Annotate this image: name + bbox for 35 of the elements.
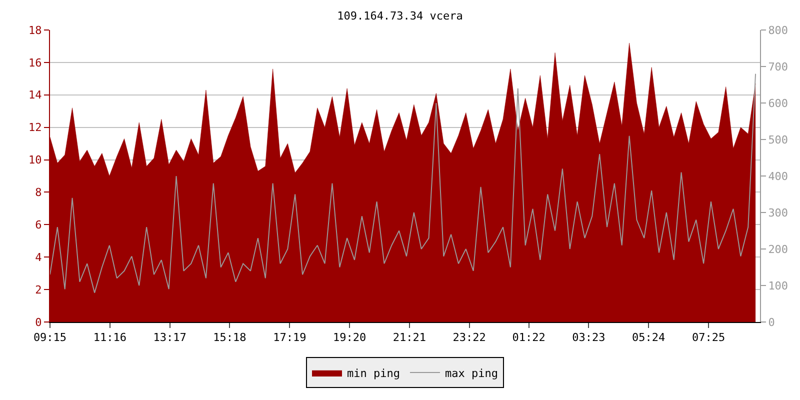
y-tick-label: 16 xyxy=(28,56,42,70)
legend-label: max ping xyxy=(444,366,498,380)
y2-tick-label: 100 xyxy=(768,279,788,292)
y2-tick-label: 600 xyxy=(768,96,788,110)
x-tick-label: 21:21 xyxy=(392,331,426,344)
x-tick-label: 17:19 xyxy=(273,331,306,344)
x-tick-label: 11:16 xyxy=(93,331,126,344)
x-tick-label: 07:25 xyxy=(692,331,726,344)
y-tick-label: 10 xyxy=(28,154,42,167)
chart-title: 109.164.73.34 vcera xyxy=(337,10,463,23)
x-tick-label: 23:22 xyxy=(452,331,486,344)
y-tick-label: 8 xyxy=(35,186,42,200)
y-tick-label: 12 xyxy=(28,121,42,134)
x-tick-label: 03:23 xyxy=(572,331,606,344)
y-tick-label: 0 xyxy=(35,316,42,329)
y2-tick-label: 700 xyxy=(768,60,788,74)
legend-label: min ping xyxy=(347,366,400,380)
y2-tick-label: 0 xyxy=(768,316,775,329)
y2-tick-label: 300 xyxy=(768,206,788,220)
x-tick-label: 05:24 xyxy=(632,331,666,344)
x-tick-label: 01:22 xyxy=(512,331,546,344)
y2-tick-label: 500 xyxy=(768,133,788,146)
y-tick-label: 18 xyxy=(28,24,42,37)
y2-tick-label: 800 xyxy=(768,24,788,37)
x-tick-label: 13:17 xyxy=(153,331,186,344)
y2-tick-label: 200 xyxy=(768,242,788,256)
y-tick-label: 14 xyxy=(28,88,42,102)
line-series xyxy=(50,73,756,294)
y-tick-label: 4 xyxy=(35,250,42,264)
y2-tick-label: 400 xyxy=(768,170,788,183)
x-tick-label: 15:18 xyxy=(213,331,246,344)
x-tick-label: 19:20 xyxy=(332,331,366,344)
x-tick-label: 09:15 xyxy=(33,331,67,344)
y-tick-label: 2 xyxy=(35,283,42,296)
y-tick-label: 6 xyxy=(35,218,42,232)
